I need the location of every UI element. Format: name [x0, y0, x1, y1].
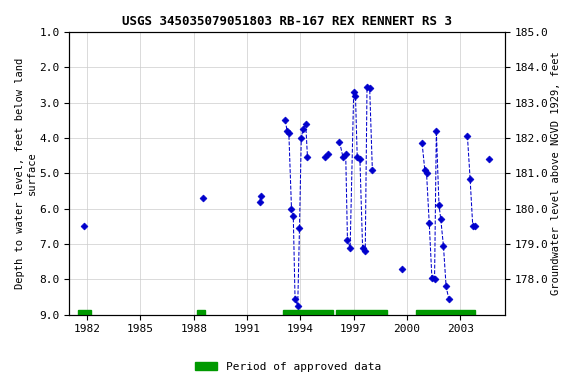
Bar — [78, 311, 90, 319]
Legend: Period of approved data: Period of approved data — [191, 358, 385, 377]
Y-axis label: Groundwater level above NGVD 1929, feet: Groundwater level above NGVD 1929, feet — [551, 51, 561, 295]
Bar — [416, 311, 475, 319]
Bar — [283, 311, 334, 319]
Bar — [336, 311, 386, 319]
Bar — [198, 311, 205, 319]
Title: USGS 345035079051803 RB-167 REX RENNERT RS 3: USGS 345035079051803 RB-167 REX RENNERT … — [122, 15, 452, 28]
Y-axis label: Depth to water level, feet below land
surface: Depth to water level, feet below land su… — [15, 58, 37, 289]
